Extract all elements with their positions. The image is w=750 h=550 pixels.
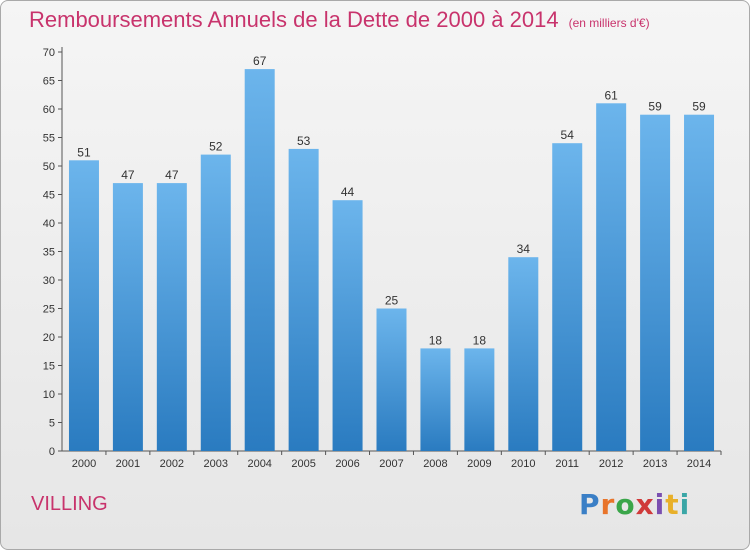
y-tick-label: 10 [43, 389, 55, 401]
y-tick-label: 0 [49, 446, 55, 458]
data-label: 18 [429, 333, 443, 347]
x-tick-label: 2008 [423, 458, 447, 470]
logo-letter: i [654, 488, 666, 521]
x-tick-label: 2009 [467, 458, 491, 470]
bar [112, 183, 143, 451]
y-tick-label: 50 [43, 161, 55, 173]
data-label: 47 [121, 168, 135, 182]
bar [68, 160, 99, 452]
x-tick-label: 2012 [599, 458, 623, 470]
x-tick-label: 2002 [160, 458, 184, 470]
x-tick-label: 2010 [511, 458, 535, 470]
x-tick-label: 2006 [335, 458, 359, 470]
x-tick-label: 2014 [687, 458, 711, 470]
bar [552, 143, 583, 451]
y-tick-label: 35 [43, 247, 55, 259]
logo-letter: x [635, 488, 655, 521]
bar [288, 148, 319, 451]
y-tick-label: 25 [43, 304, 55, 316]
bar [464, 348, 495, 451]
y-tick-label: 15 [43, 361, 55, 373]
data-label: 25 [385, 294, 399, 308]
y-tick-label: 65 [43, 76, 55, 88]
data-label: 18 [473, 333, 487, 347]
bar [200, 154, 231, 451]
bar [244, 69, 275, 451]
chart-unit: (en milliers d'€) [568, 16, 650, 30]
data-label: 67 [253, 54, 267, 68]
bar [640, 114, 671, 451]
logo-letter: i [679, 488, 691, 521]
x-tick-label: 2005 [291, 458, 315, 470]
chart-title-block: Remboursements Annuels de la Dette de 20… [29, 7, 650, 33]
data-label: 54 [561, 128, 575, 142]
data-label: 53 [297, 134, 311, 148]
x-tick-label: 2007 [379, 458, 403, 470]
data-label: 34 [517, 242, 531, 256]
bar [684, 114, 715, 451]
x-tick-label: 2001 [116, 458, 140, 470]
data-label: 59 [648, 100, 662, 114]
y-tick-label: 55 [43, 133, 55, 145]
data-label: 61 [604, 88, 618, 102]
data-label: 51 [77, 145, 91, 159]
logo-letter: t [665, 488, 680, 521]
bar [332, 200, 363, 451]
bar [596, 103, 627, 452]
commune-name: VILLING [31, 493, 108, 515]
bar [420, 348, 451, 451]
x-tick-label: 2011 [555, 458, 579, 470]
y-tick-label: 40 [43, 218, 55, 230]
bar [376, 308, 407, 451]
x-tick-label: 2013 [643, 458, 667, 470]
proxiti-logo: Proxiti [579, 488, 690, 521]
x-tick-label: 2003 [204, 458, 228, 470]
data-label: 44 [341, 185, 355, 199]
bar [156, 183, 187, 451]
data-label: 52 [209, 140, 223, 154]
x-tick-label: 2000 [72, 458, 96, 470]
y-tick-label: 30 [43, 275, 55, 287]
y-tick-label: 60 [43, 104, 55, 116]
chart-title: Remboursements Annuels de la Dette de 20… [29, 7, 559, 32]
bar [508, 257, 539, 451]
logo-letter: r [600, 488, 616, 521]
x-tick-label: 2004 [247, 458, 271, 470]
y-tick-label: 5 [49, 418, 55, 430]
logo-letter: P [579, 488, 601, 521]
logo-letter: o [615, 488, 636, 521]
y-tick-label: 70 [43, 47, 55, 59]
data-label: 59 [692, 100, 706, 114]
y-tick-label: 45 [43, 190, 55, 202]
data-label: 47 [165, 168, 179, 182]
y-tick-label: 20 [43, 332, 55, 344]
